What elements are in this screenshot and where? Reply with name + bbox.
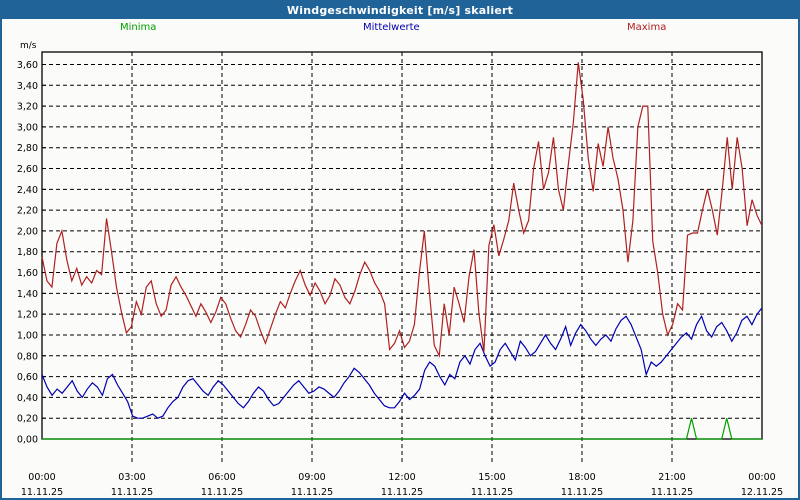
y-tick-label: 2,40 <box>17 185 38 196</box>
x-tick-time-label: 18:00 <box>568 472 595 483</box>
y-tick-label: 0,80 <box>17 351 38 362</box>
y-tick-label: 2,20 <box>17 206 38 217</box>
y-tick-label: 2,60 <box>17 164 38 175</box>
chart-area: 0,00 0,20 0,40 0,60 0,80 1,00 1,20 1,40 1,60 1,80… <box>2 38 798 498</box>
legend-item-maxima: Maxima <box>627 22 667 33</box>
y-tick-label: 1,60 <box>17 268 38 279</box>
legend-item-mittelwerte: Mittelwerte <box>363 22 420 33</box>
x-tick-date-label: 11.11.25 <box>201 487 243 498</box>
y-tick-label: 1,40 <box>17 289 38 300</box>
x-tick-time-label: 12:00 <box>388 472 415 483</box>
axis-tick-marks <box>42 63 46 440</box>
y-tick-label: 1,00 <box>17 330 38 341</box>
data-series-group <box>41 62 763 440</box>
x-tick-date-label: 11.11.25 <box>381 487 423 498</box>
y-tick-label: 3,00 <box>17 122 38 133</box>
x-tick-date-label: 11.11.25 <box>21 487 63 498</box>
series-line-maxima <box>41 62 763 358</box>
x-tick-date-label: 11.11.25 <box>471 487 513 498</box>
y-axis-tick-labels: 0,00 0,20 0,40 0,60 0,80 1,00 1,20 1,40 1,60 1,80… <box>17 60 38 446</box>
y-tick-label: 1,20 <box>17 310 38 321</box>
y-tick-label: 3,60 <box>17 60 38 71</box>
legend-item-minima: Minima <box>120 22 157 33</box>
x-tick-date-label: 11.11.25 <box>561 487 603 498</box>
series-line-mittelwerte <box>41 307 763 419</box>
x-tick-time-label: 03:00 <box>118 472 145 483</box>
chart-legend: Minima Mittelwerte Maxima <box>2 22 798 38</box>
window-title-bar: Windgeschwindigkeit [m/s] skaliert <box>2 2 798 19</box>
x-tick-time-label: 09:00 <box>298 472 325 483</box>
x-tick-time-label: 15:00 <box>478 472 505 483</box>
y-tick-label: 1,80 <box>17 247 38 258</box>
y-tick-label: 2,80 <box>17 143 38 154</box>
page-title: Windgeschwindigkeit [m/s] skaliert <box>286 4 514 17</box>
y-axis-unit-label: m/s <box>20 41 37 51</box>
y-tick-label: 0,40 <box>17 393 38 404</box>
y-tick-label: 3,20 <box>17 102 38 113</box>
x-tick-date-label: 11.11.25 <box>651 487 693 498</box>
y-tick-label: 3,40 <box>17 81 38 92</box>
x-tick-time-label: 21:00 <box>658 472 685 483</box>
x-axis-tick-labels: 00:00 11.11.25 03:00 11.11.25 06:00 11.11.25 0… <box>21 472 783 498</box>
y-tick-label: 0,60 <box>17 372 38 383</box>
x-tick-date-label: 11.11.25 <box>291 487 333 498</box>
y-tick-label: 0,20 <box>17 414 38 425</box>
vertical-gridlines <box>131 52 673 462</box>
x-tick-time-label: 00:00 <box>28 472 55 483</box>
y-tick-label: 0,00 <box>17 435 38 446</box>
x-tick-time-label: 06:00 <box>208 472 235 483</box>
series-line-minima <box>42 418 762 440</box>
x-tick-date-label: 12.11.25 <box>741 487 783 498</box>
y-tick-label: 2,00 <box>17 226 38 237</box>
x-tick-time-label: 00:00 <box>748 472 775 483</box>
x-tick-date-label: 11.11.25 <box>111 487 153 498</box>
chart-svg: 0,00 0,20 0,40 0,60 0,80 1,00 1,20 1,40 1,60 1,80… <box>17 41 783 498</box>
